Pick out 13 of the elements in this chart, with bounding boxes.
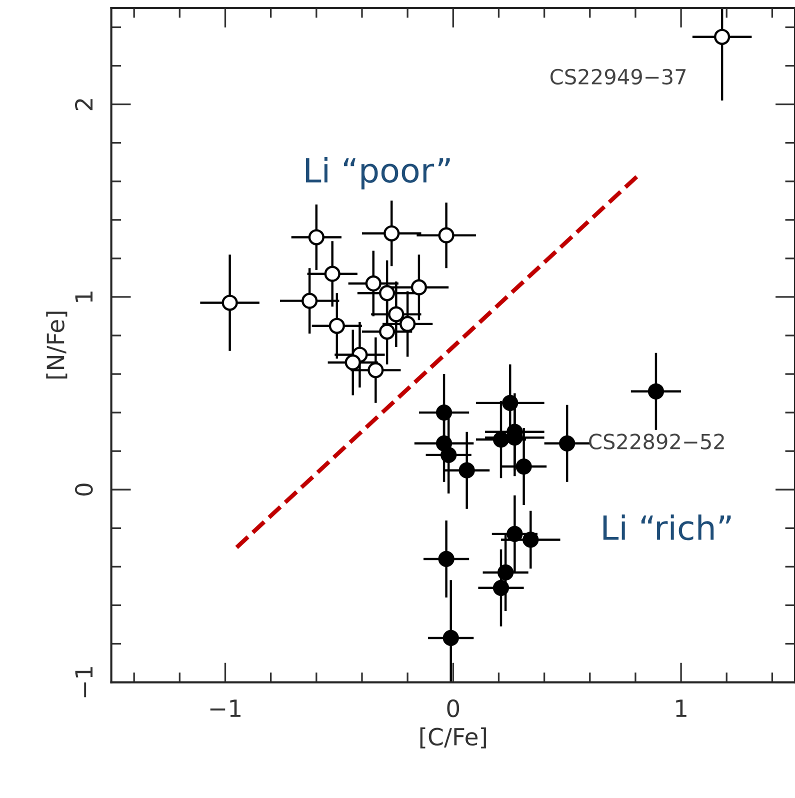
annotation: Li “poor”: [306, 157, 450, 190]
y-tick-label: −1: [75, 667, 92, 698]
y-tick-label: 2: [74, 99, 92, 110]
y-axis-title: [N/Fe]: [46, 312, 68, 379]
y-tick-label: 0: [74, 484, 93, 496]
annotation: Li “rich”: [603, 514, 731, 540]
x-axis-title: [C/Fe]: [420, 727, 486, 748]
x-tick-label: −1: [210, 700, 240, 717]
x-tick-label: 1: [676, 700, 686, 717]
annotation: CS22892−52: [589, 434, 724, 450]
annotation: CS22949−37: [550, 68, 686, 85]
x-tick-label: 0: [447, 699, 460, 718]
y-tick-label: 1: [75, 292, 92, 302]
